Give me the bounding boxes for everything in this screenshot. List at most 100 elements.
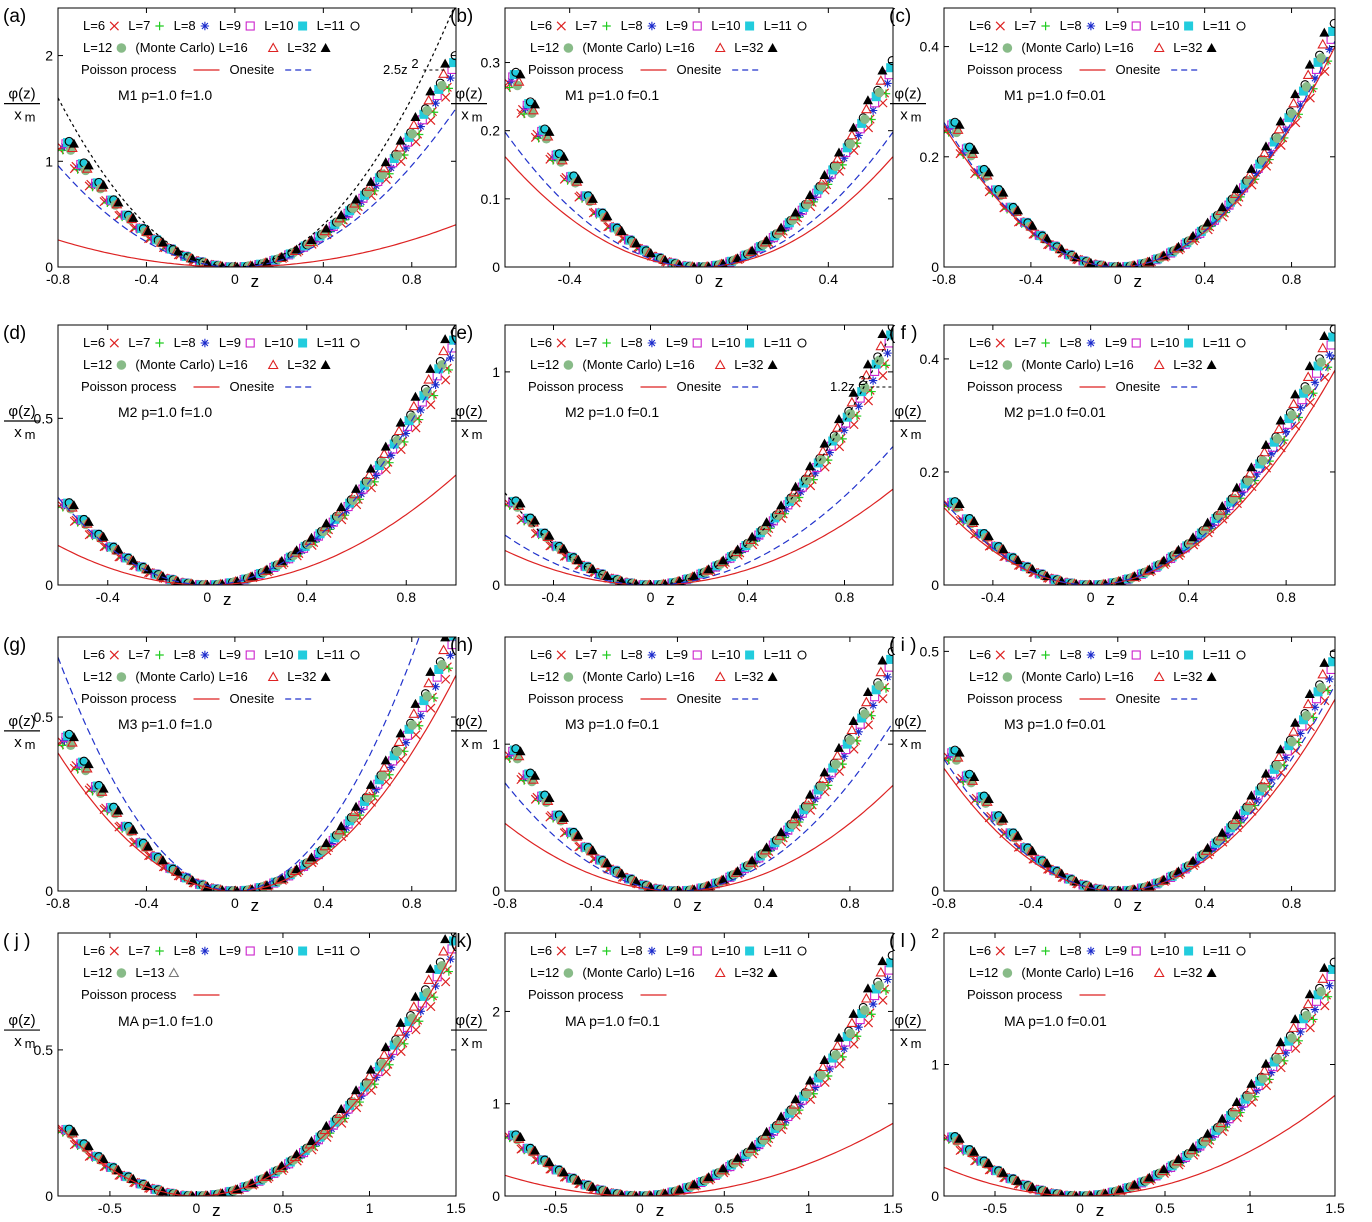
point-11-L9-22 bbox=[1266, 1068, 1276, 1077]
point-9-L9-24 bbox=[416, 1007, 425, 1016]
legend-label-6-2-0: Poisson process bbox=[81, 691, 177, 706]
legend-0: L=6 L=7 L=8 L=9 L=10 L=11 L=12 (Monte Carlo) L=… bbox=[81, 18, 446, 77]
point-3-MC-25 bbox=[437, 360, 447, 370]
point-9-L32-24 bbox=[425, 963, 436, 973]
point-0-L32-9 bbox=[202, 258, 213, 267]
point-3-L32-23 bbox=[410, 391, 421, 401]
point-0-MC-22 bbox=[392, 150, 403, 161]
y-label-den-8: x bbox=[900, 734, 908, 751]
point-4-L9-23 bbox=[839, 426, 849, 435]
panel-label-6: (g) bbox=[3, 635, 26, 656]
point-11-L9-25 bbox=[1310, 1005, 1320, 1014]
legend-marker-0-1-1 bbox=[267, 42, 279, 53]
point-3-L9-23 bbox=[401, 429, 411, 438]
point-5-L32-15 bbox=[1173, 544, 1184, 554]
legend-label-11-0-5: L=11 bbox=[1203, 943, 1231, 958]
point-7-L16-24 bbox=[860, 696, 872, 707]
point-1-MC-22 bbox=[831, 161, 841, 172]
legend-marker-7-1-1 bbox=[714, 671, 726, 682]
point-11-L32-5 bbox=[1027, 1182, 1038, 1192]
point-0-L32-23 bbox=[410, 112, 421, 122]
point-0-L32-21 bbox=[380, 157, 391, 167]
point-8-L16-22 bbox=[1273, 751, 1285, 762]
panel-label-2: (c) bbox=[889, 6, 911, 27]
point-7-L11-4 bbox=[567, 827, 577, 837]
point-8-L16-19 bbox=[1229, 814, 1241, 824]
legend-marker-5-0-3 bbox=[1131, 338, 1141, 348]
point-7-L16-22 bbox=[831, 749, 843, 760]
panel-label-0: (a) bbox=[3, 6, 26, 27]
x-axis-label-0: z bbox=[251, 272, 260, 291]
ytick-label-2-2: 0.4 bbox=[920, 39, 940, 55]
xtick-label-6-3: 0.4 bbox=[314, 895, 334, 911]
legend-label-0-2-0: Poisson process bbox=[81, 62, 177, 77]
legend-marker-10-1-0 bbox=[563, 968, 574, 978]
point-8-L32-22 bbox=[1275, 744, 1286, 754]
panel-label-4: (e) bbox=[450, 323, 473, 344]
point-11-L11-26 bbox=[1328, 964, 1335, 974]
legend-label-10-1-1: (Monte Carlo) L=16 bbox=[582, 965, 694, 980]
point-4-L16-18 bbox=[774, 504, 785, 515]
legend-marker-1-0-2 bbox=[647, 21, 657, 31]
legend-label-11-1-2: L=32 bbox=[1173, 965, 1202, 980]
legend-marker-8-0-1 bbox=[1041, 650, 1050, 660]
legend-label-7-2-0: Poisson process bbox=[528, 691, 624, 706]
plot-area-9 bbox=[58, 933, 456, 1196]
point-7-L32-21 bbox=[819, 767, 830, 777]
legend-marker-2-0-2 bbox=[1086, 21, 1096, 31]
legend-label-6-2-1: Onesite bbox=[230, 691, 275, 706]
x-axis-label-1: z bbox=[715, 272, 724, 291]
onesite-curve-5 bbox=[944, 353, 1335, 585]
point-11-L32-9 bbox=[1087, 1190, 1094, 1196]
point-0-L16-21 bbox=[378, 162, 390, 173]
point-11-L32-18 bbox=[1217, 1113, 1228, 1123]
point-5-L9-26 bbox=[1325, 350, 1334, 360]
y-label-num-8: φ(z) bbox=[894, 713, 921, 730]
point-6-L32-1 bbox=[83, 759, 94, 769]
legend-label-3-0-4: L=10 bbox=[264, 335, 293, 350]
legend-marker-1-1-1 bbox=[714, 42, 726, 53]
panel-0: -0.8 -0.4 0 0.4 0.8 0 1 2 z φ(z) x m (a) L=6 L=7 L=8 L=9… bbox=[3, 6, 457, 291]
axes-frame-6 bbox=[57, 636, 457, 892]
legend-marker-11-1-2 bbox=[1206, 968, 1217, 977]
xtick-label-5-0: -0.4 bbox=[981, 589, 1005, 605]
point-3-L11-1 bbox=[77, 515, 87, 525]
legend-marker-5-0-1 bbox=[1041, 338, 1050, 348]
xtick-label-0-4: 0.8 bbox=[402, 271, 422, 287]
point-0-L11-3 bbox=[107, 195, 117, 205]
legend-label-3-0-2: L=8 bbox=[174, 335, 196, 350]
point-8-L6-26 bbox=[1320, 696, 1330, 706]
panel-annotation-7: M3 p=1.0 f=0.1 bbox=[565, 716, 659, 732]
point-7-L32-8 bbox=[631, 876, 642, 886]
point-6-L9-18 bbox=[327, 839, 336, 848]
legend-label-6-1-1: (Monte Carlo) L=16 bbox=[135, 669, 247, 684]
point-1-L32-2 bbox=[544, 126, 555, 136]
legend-label-10-2-0: Poisson process bbox=[528, 987, 624, 1002]
point-8-L32-6 bbox=[1042, 858, 1053, 868]
point-3-L9-22 bbox=[386, 451, 396, 460]
point-3-L32-14 bbox=[276, 555, 287, 565]
point-1-MC-25 bbox=[874, 87, 885, 98]
ytick-label-1-3: 0.3 bbox=[481, 55, 501, 71]
y-label-num-6: φ(z) bbox=[8, 713, 35, 730]
point-6-MC-24 bbox=[422, 691, 432, 701]
legend-marker-5-1-2 bbox=[1206, 360, 1217, 369]
point-2-L32-17 bbox=[1202, 217, 1213, 227]
panel-label-7: (h) bbox=[450, 635, 473, 656]
legend-marker-0-0-2 bbox=[200, 21, 210, 31]
point-11-L32-17 bbox=[1202, 1128, 1213, 1138]
point-10-L32-0 bbox=[515, 1132, 526, 1142]
point-11-L9-21 bbox=[1252, 1086, 1261, 1095]
point-5-L11-25 bbox=[1313, 361, 1323, 371]
legend-label-5-0-1: L=7 bbox=[1014, 335, 1036, 350]
ytick-label-1-0: 0 bbox=[492, 259, 500, 275]
legend-label-6-0-4: L=10 bbox=[264, 647, 293, 662]
point-0-L11-26 bbox=[449, 58, 456, 68]
point-5-L16-21 bbox=[1258, 446, 1270, 457]
xtick-label-2-2: 0 bbox=[1114, 271, 1122, 287]
point-9-L16-18 bbox=[334, 1108, 346, 1118]
point-1-L32-24 bbox=[862, 95, 873, 105]
legend-marker-4-1-2 bbox=[767, 360, 778, 369]
y-label-sub-10: m bbox=[472, 1036, 483, 1051]
point-9-L32-13 bbox=[261, 1170, 272, 1180]
